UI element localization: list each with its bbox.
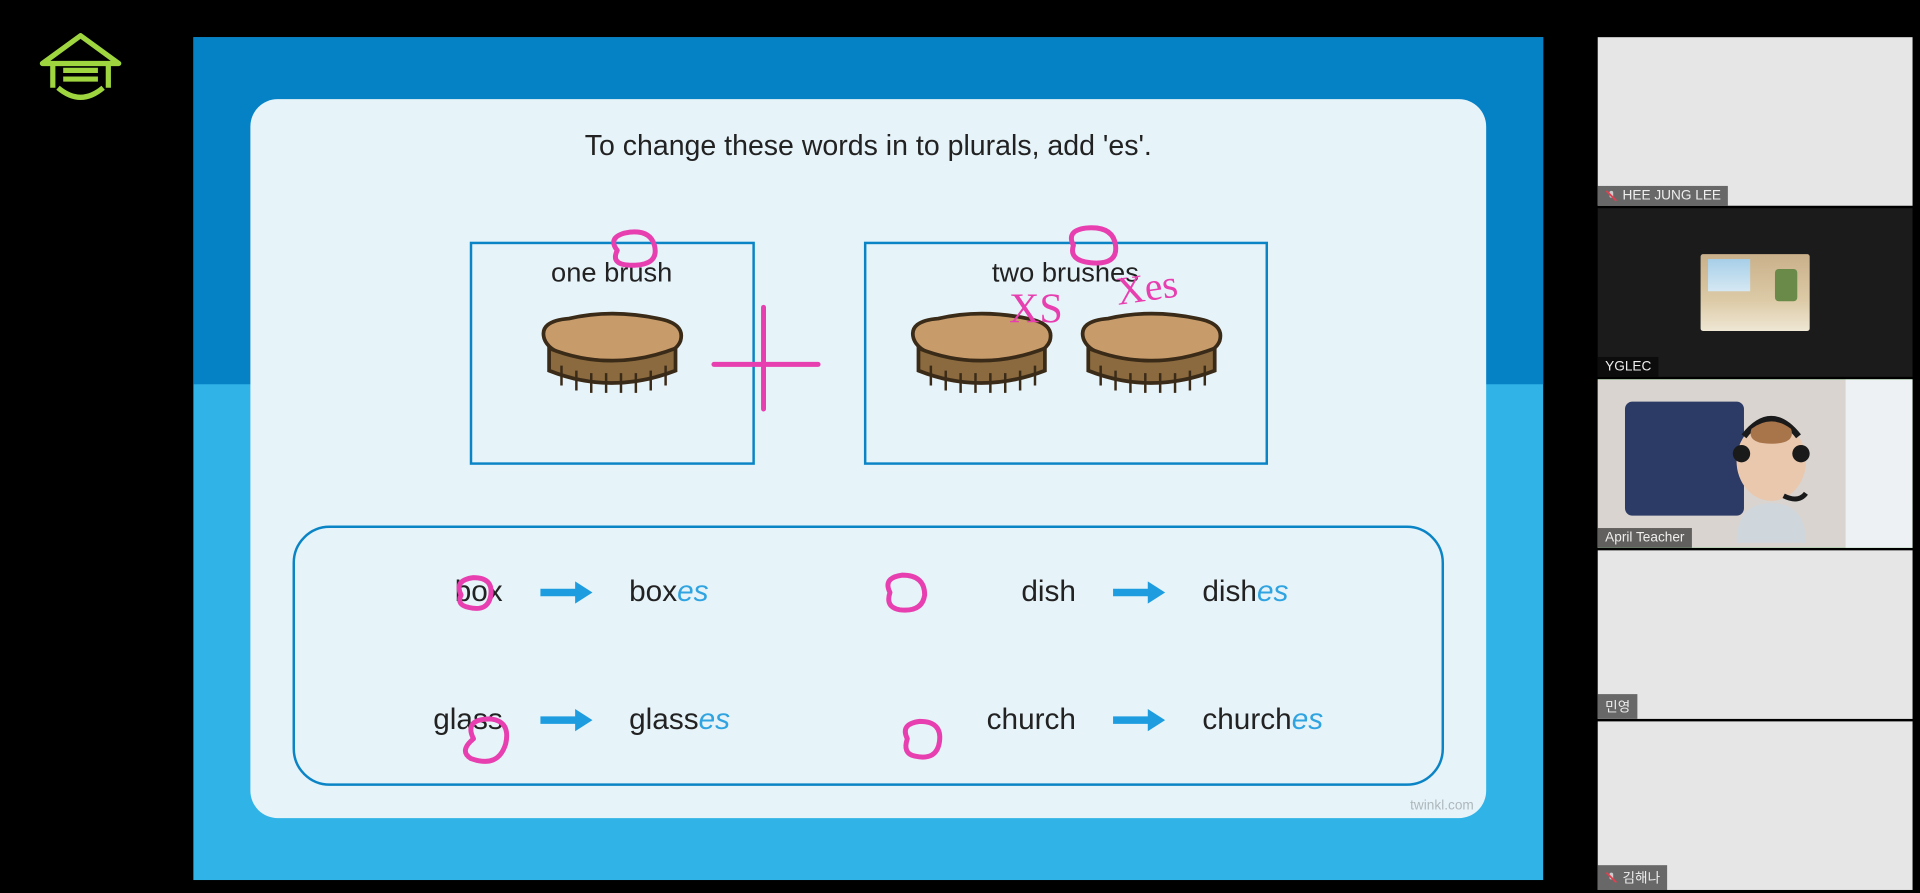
arrow-icon [537,707,594,732]
plural-word: churches [1202,702,1323,737]
arrow-icon [537,579,594,604]
word-pair: glass glasses [295,702,868,737]
participant-video-placeholder [1598,379,1913,548]
participant-namebar: April Teacher [1598,528,1692,548]
participant-avatar-thumb [1701,254,1810,331]
plural-word: boxes [629,575,708,610]
word-pair: box boxes [295,575,868,610]
participant-namebar: YGLEC [1598,357,1659,377]
participant-tile[interactable]: HEE JUNG LEE [1598,37,1913,206]
singular-word: dish [1021,575,1076,610]
slide-card: To change these words in to plurals, add… [250,99,1486,818]
source-watermark: twinkl.com [1410,798,1474,813]
participant-tile[interactable]: April Teacher [1598,379,1913,548]
participant-tile[interactable]: YGLEC [1598,208,1913,377]
shared-slide-region: To change these words in to plurals, add… [193,37,1543,880]
participant-namebar: 김해나 [1598,865,1668,890]
app-viewport: To change these words in to plurals, add… [0,0,1920,893]
brush-icon [534,311,689,400]
participant-name: HEE JUNG LEE [1623,188,1722,203]
arrow-icon [1111,579,1168,604]
plural-label: two brushes [866,257,1265,289]
singular-word: church [987,702,1076,737]
participant-name: YGLEC [1605,359,1651,374]
plurals-table: box boxes dish dishes glass glasses chur… [293,526,1444,786]
participant-namebar: HEE JUNG LEE [1598,186,1729,206]
participant-namebar: 민영 [1598,694,1638,719]
org-logo-svg [37,31,124,112]
participant-name: 김해나 [1623,868,1661,888]
participant-tile[interactable]: 김해나 [1598,721,1913,890]
plural-word: dishes [1202,575,1288,610]
brush-examples-row: one brush two brushes [250,242,1486,465]
singular-word: glass [433,702,502,737]
singular-example-box: one brush [469,242,754,465]
participant-name: 민영 [1605,697,1630,717]
org-logo [37,31,124,112]
word-pair: dish dishes [868,575,1441,610]
plural-example-box: two brushes [863,242,1267,465]
singular-word: box [455,575,503,610]
slide-title: To change these words in to plurals, add… [250,99,1486,162]
participant-name: April Teacher [1605,531,1684,546]
plural-word: glasses [629,702,730,737]
mic-muted-icon [1605,190,1617,202]
brush-icon [1073,311,1228,400]
participant-tile[interactable]: 민영 [1598,550,1913,719]
arrow-icon [1111,707,1168,732]
participants-panel: HEE JUNG LEE YGLEC [1598,37,1913,890]
mic-muted-icon [1605,871,1617,883]
word-pair: church churches [868,702,1441,737]
singular-label: one brush [472,257,752,289]
brush-icon [903,311,1058,400]
